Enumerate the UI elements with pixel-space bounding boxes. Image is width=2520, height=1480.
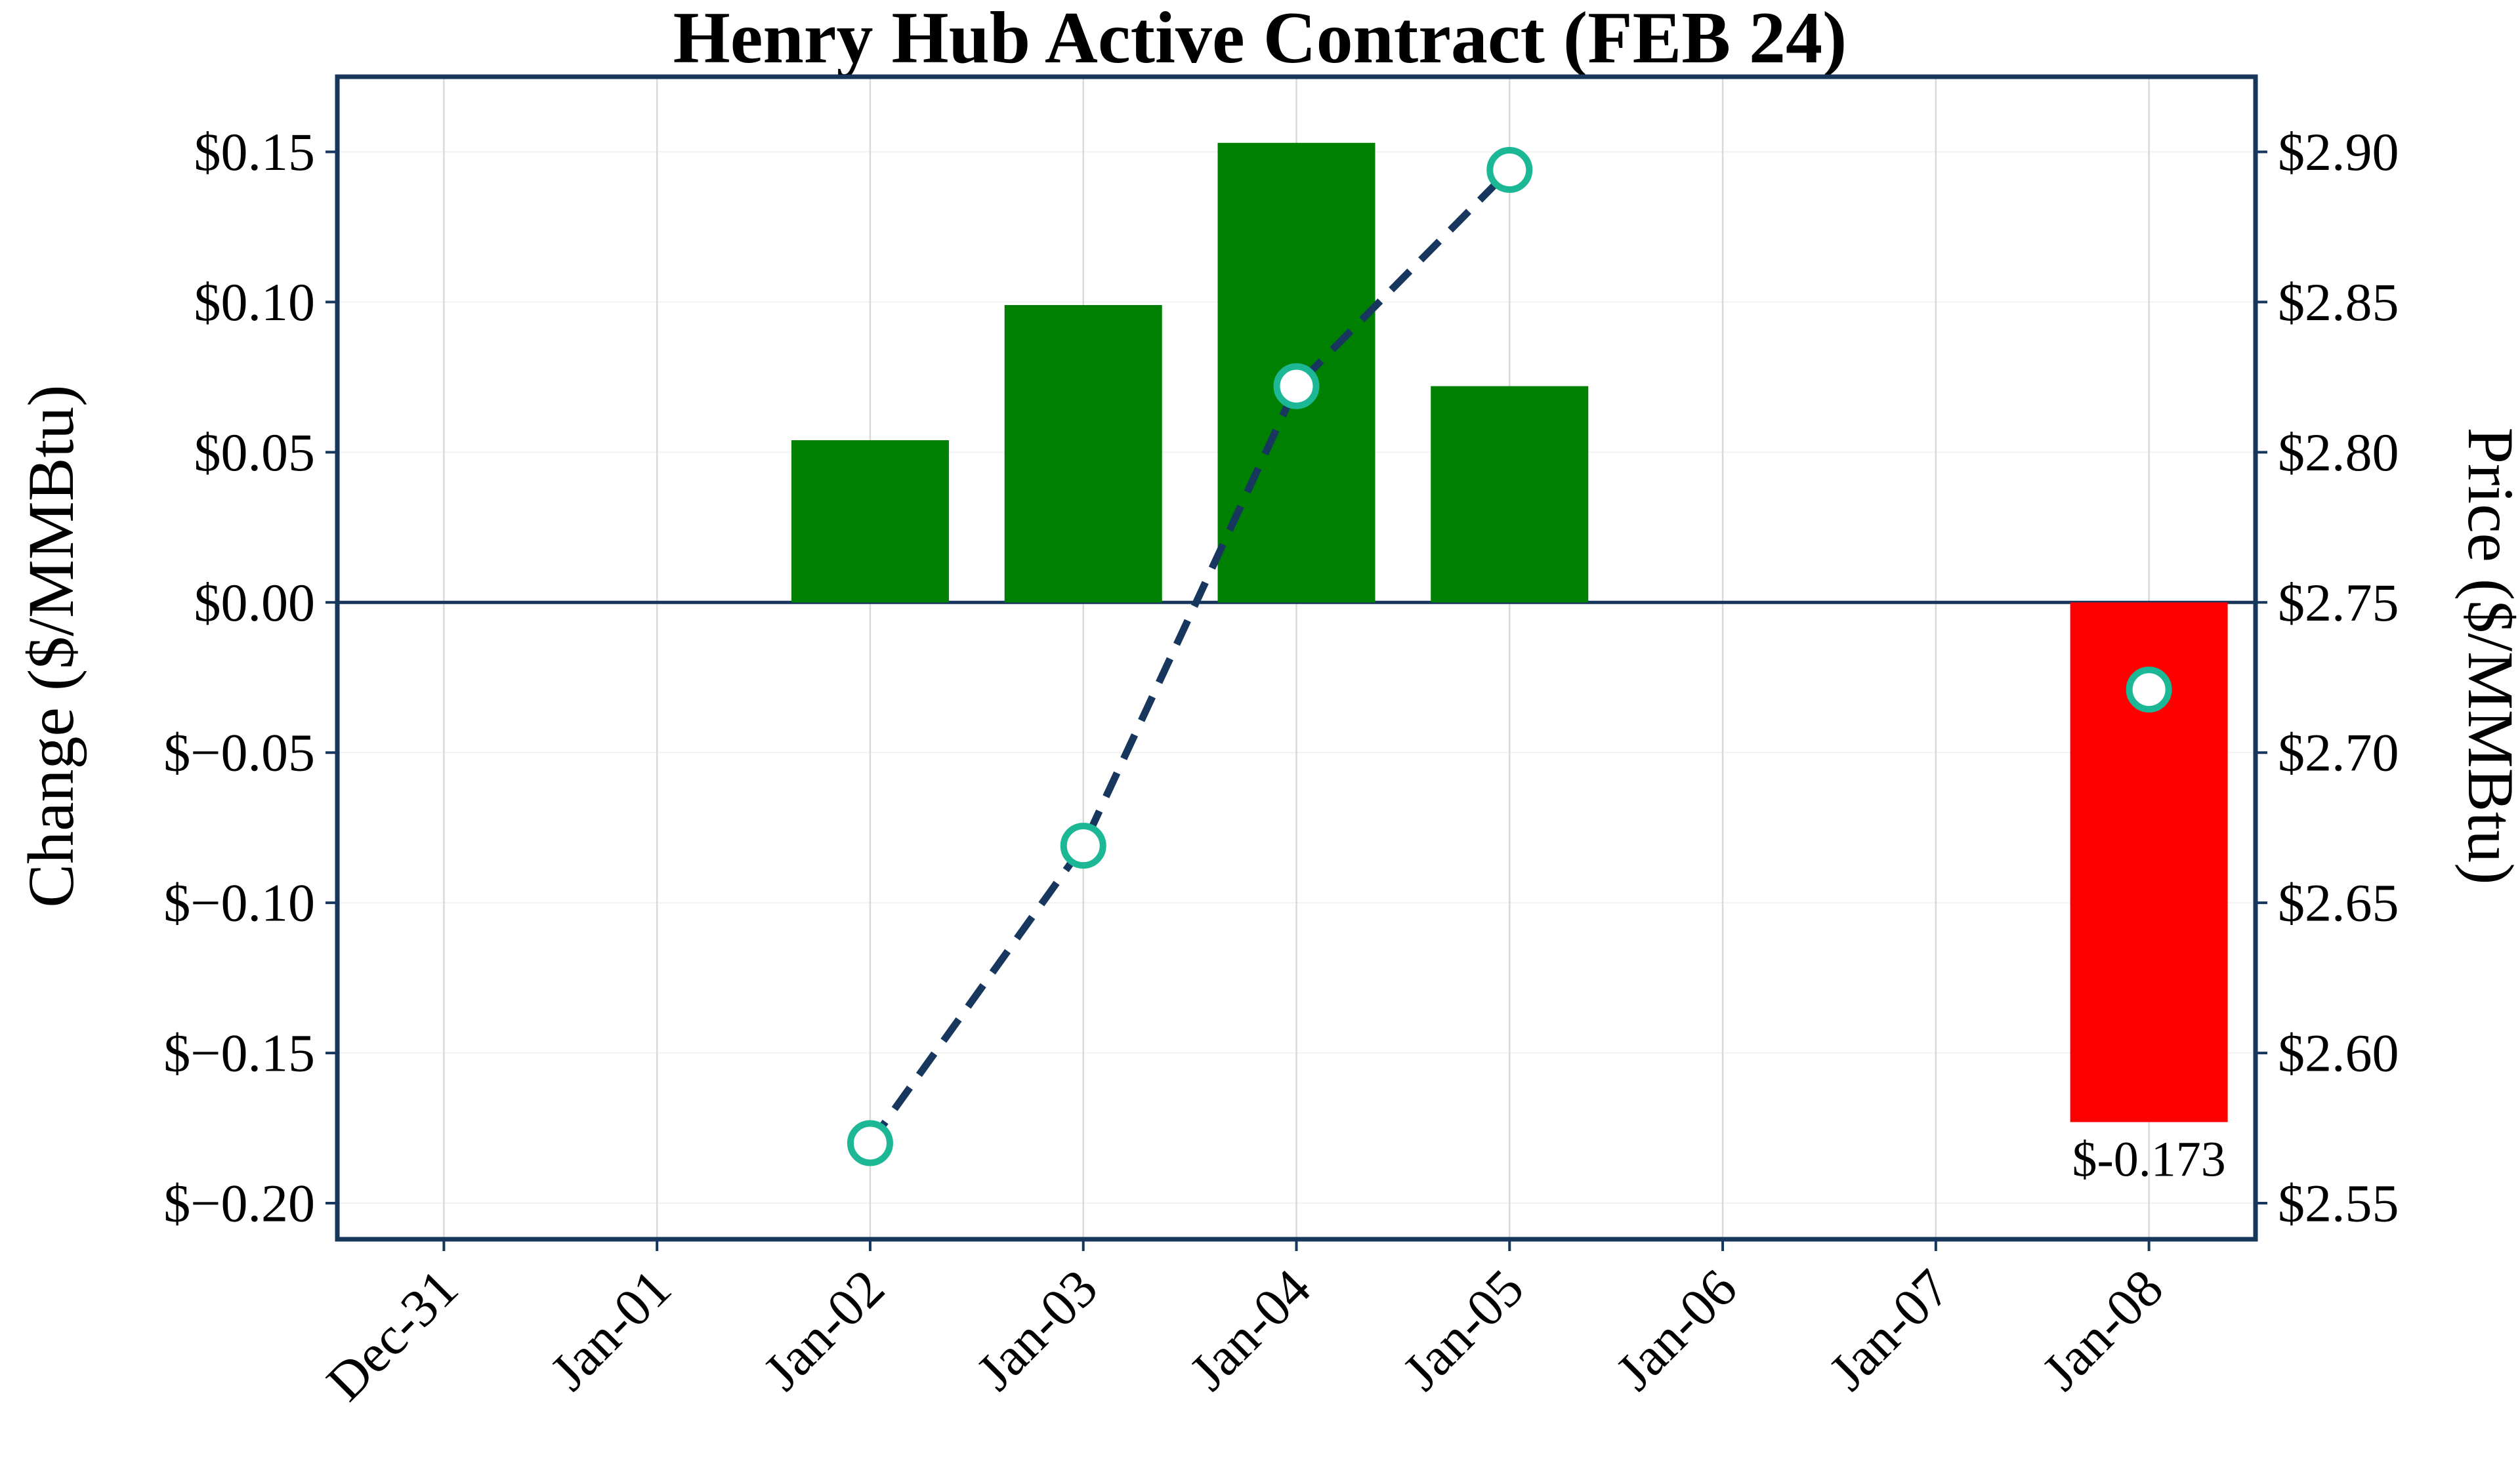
- left-tick-label: $0.15: [194, 122, 316, 182]
- change-bar-jan-03: [1004, 304, 1162, 603]
- left-tick-label: $−0.05: [163, 723, 315, 783]
- x-tick-label: Jan-06: [1605, 1258, 1748, 1401]
- left-tick-label: $0.05: [194, 422, 316, 482]
- change-bar-jan-05: [1431, 386, 1589, 603]
- price-marker-jan-04: [1273, 363, 1320, 409]
- negative-change-annotation: $-0.173: [2072, 1132, 2225, 1187]
- x-tick-label: Jan-04: [1178, 1258, 1322, 1401]
- left-tick-label: $0.00: [194, 573, 316, 632]
- price-marker-jan-02: [847, 1120, 893, 1166]
- left-tick-label: $−0.10: [163, 873, 315, 933]
- x-tick-label: Jan-03: [965, 1258, 1109, 1401]
- x-tick-label: Jan-08: [2030, 1258, 2174, 1401]
- chart-title: Henry Hub Active Contract (FEB 24): [673, 0, 1847, 79]
- left-tick-label: $0.10: [194, 272, 316, 332]
- x-tick-label: Jan-07: [1818, 1258, 1962, 1401]
- x-tick-label: Dec-31: [315, 1258, 469, 1412]
- right-tick-label: $2.60: [2278, 1023, 2399, 1083]
- left-tick-label: $−0.15: [163, 1023, 315, 1083]
- x-tick-label: Jan-05: [1391, 1258, 1535, 1401]
- right-tick-label: $2.70: [2278, 723, 2399, 783]
- x-tick-label: Jan-02: [752, 1258, 896, 1401]
- left-tick-label: $−0.20: [163, 1174, 315, 1233]
- right-tick-label: $2.90: [2278, 122, 2399, 182]
- right-tick-label: $2.65: [2278, 873, 2399, 933]
- price-marker-jan-08: [2126, 667, 2172, 713]
- price-marker-jan-03: [1060, 823, 1106, 869]
- right-tick-label: $2.85: [2278, 272, 2399, 332]
- right-tick-label: $2.55: [2278, 1174, 2399, 1233]
- price-marker-jan-05: [1486, 146, 1533, 193]
- right-tick-label: $2.80: [2278, 422, 2399, 482]
- change-bar-jan-02: [791, 440, 949, 603]
- x-tick-label: Jan-01: [539, 1258, 682, 1401]
- right-tick-label: $2.75: [2278, 573, 2399, 632]
